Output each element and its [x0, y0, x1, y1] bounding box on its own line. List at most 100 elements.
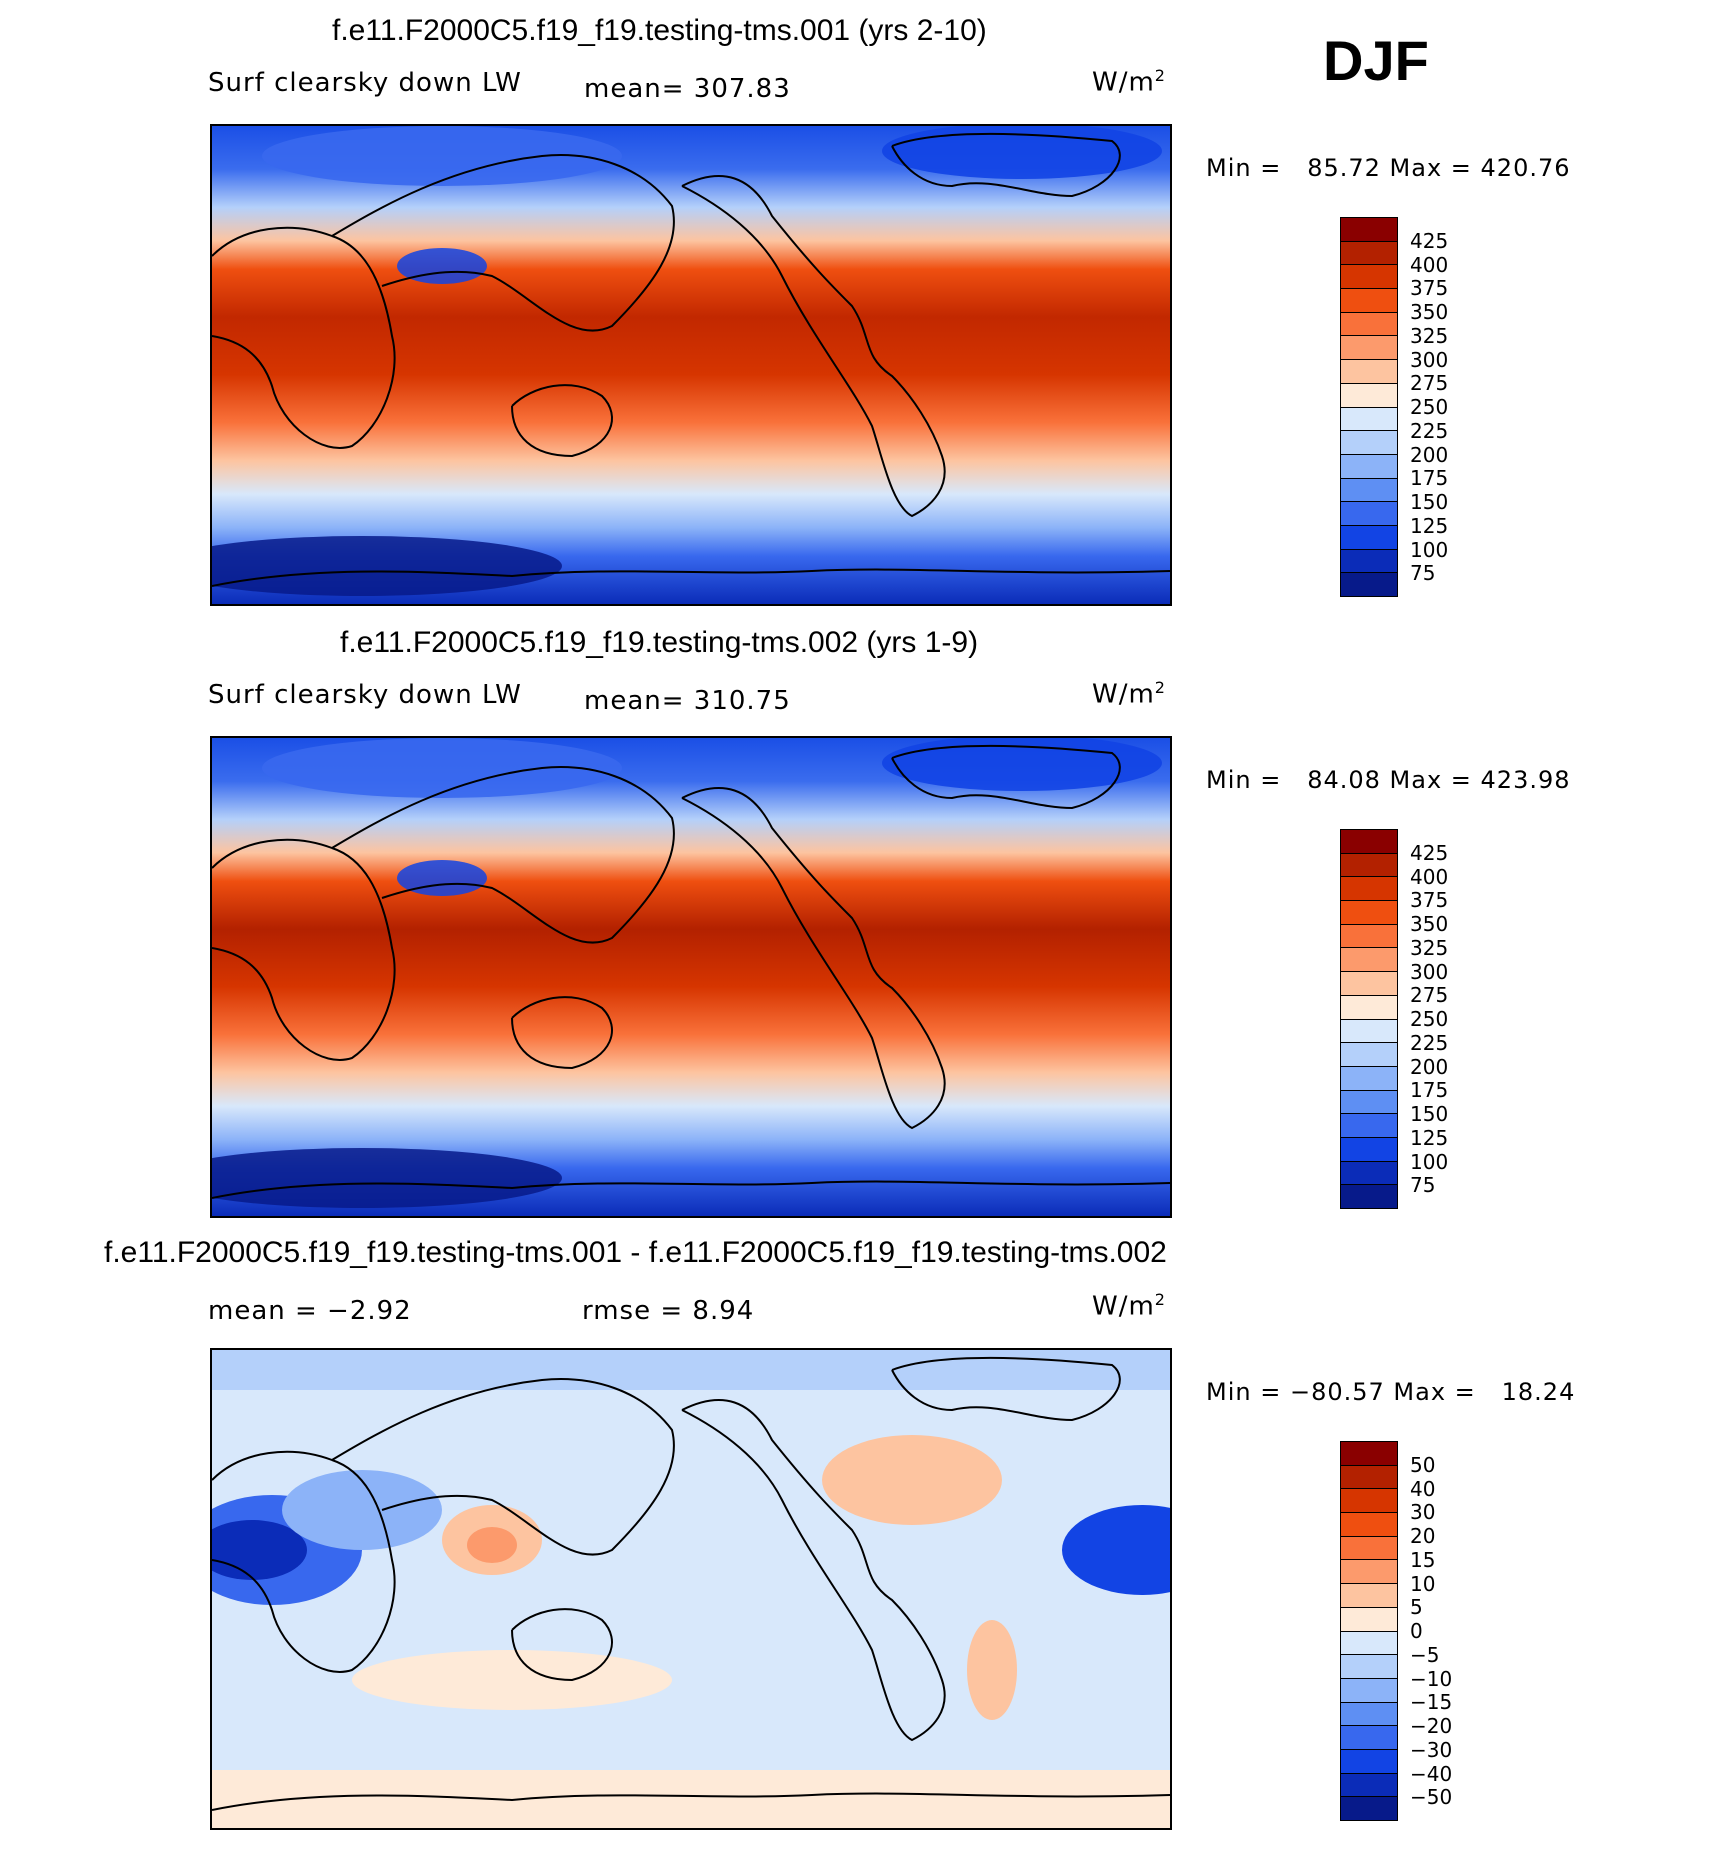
panel3-sahara-core — [212, 1520, 307, 1580]
panel2-colorbar-tick: 375 — [1410, 888, 1449, 913]
panel2-colorbar-tick: 250 — [1410, 1007, 1449, 1031]
panel3-namerica-warm — [822, 1435, 1002, 1525]
panel1-field — [212, 126, 1170, 604]
panel1-colorbar-cell — [1341, 431, 1397, 455]
panel3-colorbar-cell — [1341, 1607, 1397, 1632]
panel2-colorbar-cell — [1341, 1066, 1397, 1091]
panel1-minmax: Min = 85.72 Max = 420.76 — [1206, 154, 1571, 182]
panel1-colorbar-tick: 125 — [1410, 513, 1449, 538]
panel3-colorbar-tick: 50 — [1410, 1452, 1436, 1477]
panel3-colorbar-cell — [1341, 1489, 1397, 1514]
panel2-colorbar-cell — [1341, 1090, 1397, 1115]
panel2-colorbar-tick: 350 — [1410, 912, 1449, 936]
panel2-title: f.e11.F2000C5.f19_f19.testing-tms.002 (y… — [340, 626, 979, 659]
panel1-colorbar-cell — [1341, 360, 1397, 384]
panel1-title: f.e11.F2000C5.f19_f19.testing-tms.001 (y… — [332, 14, 987, 47]
panel2-colorbar-cell — [1341, 1161, 1397, 1186]
panel3-colorbar-tick: −20 — [1410, 1714, 1453, 1738]
panel1-colorbar-tick: 100 — [1410, 537, 1449, 562]
panel3-south-pacific-warm — [352, 1650, 672, 1710]
panel2-colorbar-cell — [1341, 877, 1397, 902]
panel1-colorbar-cell — [1341, 336, 1397, 361]
season-label: DJF — [1323, 29, 1429, 92]
panel2-eurasia-cold — [262, 738, 622, 798]
panel1-colorbar-tick: 225 — [1410, 418, 1449, 443]
panel2-colorbar-tick: 400 — [1410, 864, 1449, 889]
panel2-minmax: Min = 84.08 Max = 423.98 — [1206, 766, 1571, 794]
panel3-colorbar-cell — [1341, 1655, 1397, 1679]
panel3-title: f.e11.F2000C5.f19_f19.testing-tms.001 - … — [104, 1236, 1167, 1269]
panel2-colorbar — [1340, 829, 1398, 1209]
panel1-colorbar-cell — [1341, 383, 1397, 408]
panel2-colorbar-cell — [1341, 995, 1397, 1020]
panel2-colorbar-cell — [1341, 972, 1397, 996]
panel1-variable: Surf clearsky down LW — [208, 68, 522, 98]
panel2-colorbar-tick: 125 — [1410, 1125, 1449, 1150]
panel2-colorbar-tick: 300 — [1410, 959, 1449, 984]
panel2-map — [210, 736, 1172, 1218]
panel1-colorbar-cell — [1341, 502, 1397, 526]
panel3-colorbar-tick: 10 — [1410, 1571, 1436, 1596]
panel2-colorbar-cell — [1341, 924, 1397, 949]
panel2-colorbar-cell — [1341, 1185, 1397, 1208]
panel2-colorbar-tick: 75 — [1410, 1173, 1436, 1198]
panel1-mean: mean= 307.83 — [584, 74, 791, 104]
panel3-colorbar-tick: −15 — [1410, 1690, 1453, 1715]
panel3-mean: mean = −2.92 — [208, 1296, 412, 1326]
panel2-colorbar-tick: 425 — [1410, 840, 1449, 865]
panel3-map — [210, 1348, 1172, 1830]
panel1-colorbar-cell — [1341, 454, 1397, 479]
panel2-colorbar-tick: 225 — [1410, 1030, 1449, 1055]
panel3-minmax: Min = −80.57 Max = 18.24 — [1206, 1378, 1576, 1406]
panel2-mean: mean= 310.75 — [584, 686, 791, 716]
panel3-colorbar-cell — [1341, 1465, 1397, 1490]
panel1-colorbar-tick: 375 — [1410, 276, 1449, 301]
panel3-colorbar-labels: 50 40 30 20 15 10 5 0 −5 −10 −15 −20 −30 −40 −50 — [1410, 1441, 1490, 1821]
panel3-colorbar-tick: −5 — [1410, 1642, 1440, 1667]
panel3-colorbar-cell — [1341, 1536, 1397, 1561]
panel1-colorbar-tick: 75 — [1410, 561, 1436, 586]
panel3-colorbar-tick: 30 — [1410, 1500, 1436, 1525]
panel1-colorbar-tick: 400 — [1410, 252, 1449, 277]
panel3-china-core — [467, 1527, 517, 1563]
panel2-colorbar-cell — [1341, 1019, 1397, 1044]
panel2-colorbar-cell — [1341, 1043, 1397, 1067]
panel1-antarctic-cold — [212, 536, 562, 596]
panel1-colorbar-tick: 350 — [1410, 300, 1449, 324]
panel3-colorbar-tick: 0 — [1410, 1619, 1423, 1643]
panel3-southern-band — [212, 1770, 1170, 1828]
panel3-colorbar-tick: 20 — [1410, 1524, 1436, 1548]
panel2-variable: Surf clearsky down LW — [208, 680, 522, 710]
panel3-colorbar-tick: −30 — [1410, 1737, 1453, 1762]
panel3-colorbar-cell — [1341, 1726, 1397, 1750]
panel1-units: W/m2 — [1092, 66, 1166, 98]
panel3-colorbar-cell — [1341, 1749, 1397, 1774]
panel1-colorbar-labels: 425 400 375 350 325 300 275 250 225 200 175 150 125 1… — [1410, 217, 1490, 597]
panel3-arctic-band — [212, 1350, 1170, 1390]
panel2-colorbar-cell — [1341, 830, 1397, 854]
panel3-colorbar-tick: 5 — [1410, 1595, 1423, 1620]
panel1-colorbar-tick: 200 — [1410, 442, 1449, 467]
panel1-colorbar-tick: 250 — [1410, 395, 1449, 419]
panel3-coastlines — [212, 1357, 1170, 1811]
panel3-colorbar-tick: −50 — [1410, 1785, 1453, 1810]
panel3-colorbar-cell — [1341, 1584, 1397, 1608]
panel1-coastlines — [212, 133, 1170, 587]
panel2-colorbar-tick: 175 — [1410, 1078, 1449, 1103]
panel2-colorbar-tick: 275 — [1410, 983, 1449, 1008]
panel1-colorbar-cell — [1341, 241, 1397, 266]
panel3-colorbar-tick: −10 — [1410, 1666, 1453, 1691]
panel1-colorbar-tick: 325 — [1410, 323, 1449, 348]
panel3-colorbar-tick: 40 — [1410, 1476, 1436, 1501]
panel3-colorbar-tick: −40 — [1410, 1761, 1453, 1786]
panel1-colorbar-tick: 275 — [1410, 371, 1449, 396]
panel3-colorbar — [1340, 1441, 1398, 1821]
panel1-map — [210, 124, 1172, 606]
panel2-antarctic-cold — [212, 1148, 562, 1208]
panel1-colorbar-tick: 175 — [1410, 466, 1449, 491]
panel1-colorbar-cell — [1341, 549, 1397, 574]
panel2-colorbar-cell — [1341, 948, 1397, 973]
panel1-colorbar-tick: 425 — [1410, 228, 1449, 253]
panel3-rmse: rmse = 8.94 — [582, 1296, 755, 1326]
panel1-colorbar-cell — [1341, 407, 1397, 432]
